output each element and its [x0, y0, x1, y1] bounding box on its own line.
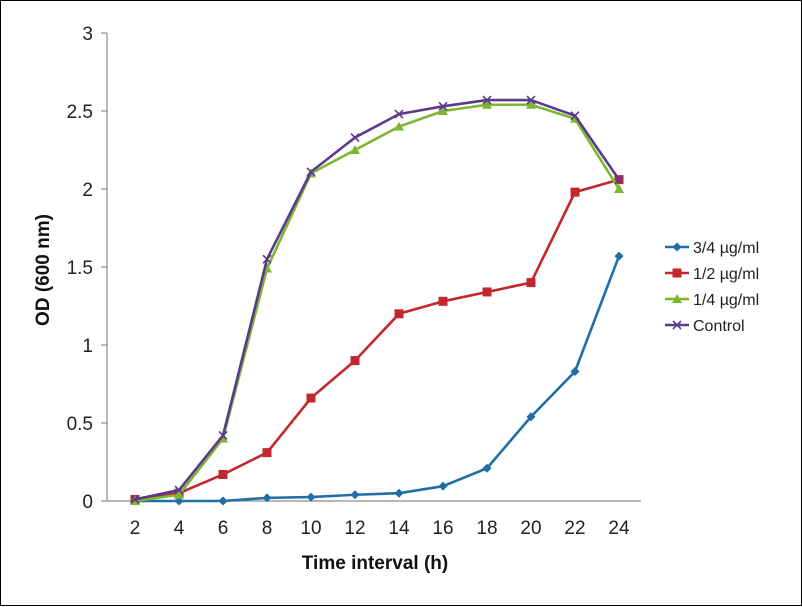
data-point — [306, 167, 316, 177]
series-quarter — [130, 99, 624, 505]
legend-label: 1/4 µg/ml — [693, 292, 759, 309]
x-tick-label: 22 — [564, 518, 585, 539]
legend-label: Control — [693, 318, 745, 335]
series-line — [135, 255, 621, 503]
data-point — [438, 296, 448, 306]
x-tick-label: 16 — [432, 518, 453, 539]
data-point — [438, 481, 448, 491]
y-tick-label: 2.5 — [67, 102, 93, 123]
data-point — [306, 492, 316, 502]
series-three-quarter — [130, 251, 624, 506]
data-point — [350, 145, 360, 154]
data-point — [174, 489, 184, 499]
data-point — [350, 132, 360, 143]
legend-item-control: Control — [665, 318, 745, 335]
data-point — [526, 95, 536, 105]
legend-label: 1/2 µg/ml — [693, 266, 759, 283]
legend-item-three-quarter: 3/4 µg/ml — [665, 240, 759, 257]
legend-swatch-marker — [672, 320, 682, 330]
x-tick-label: 4 — [174, 518, 185, 539]
data-point — [482, 463, 492, 473]
data-point — [570, 187, 580, 197]
data-point — [438, 101, 448, 111]
data-point — [570, 367, 580, 377]
data-point — [570, 111, 580, 121]
x-tick-label: 6 — [218, 518, 229, 539]
data-point — [306, 393, 316, 403]
legend-swatch-marker — [672, 242, 682, 252]
data-point — [350, 356, 360, 366]
x-tick-label: 12 — [344, 518, 365, 539]
x-tick-label: 8 — [262, 518, 273, 539]
x-tick-label: 24 — [608, 518, 630, 539]
y-tick-label: 2 — [82, 180, 93, 201]
series-half — [130, 175, 624, 504]
series-layer — [130, 95, 624, 506]
data-point — [394, 488, 404, 498]
legend-item-quarter: 1/4 µg/ml — [665, 292, 759, 309]
data-point — [350, 490, 360, 500]
x-tick-label: 14 — [388, 518, 410, 539]
y-tick-label: 1.5 — [67, 258, 93, 279]
data-point — [482, 287, 492, 297]
data-point — [218, 430, 228, 441]
data-point — [262, 254, 272, 264]
legend-swatch-marker — [672, 268, 682, 278]
x-tick-label: 2 — [130, 518, 141, 539]
y-tick-label: 1 — [82, 336, 93, 357]
data-point — [614, 251, 624, 261]
legend-label: 3/4 µg/ml — [693, 240, 759, 257]
y-axis-title: OD (600 nm) — [33, 214, 54, 326]
y-tick-label: 0 — [82, 492, 93, 513]
x-tick-label: 10 — [300, 518, 321, 539]
series-line — [134, 98, 621, 501]
data-point — [262, 448, 272, 458]
y-tick-label: 0.5 — [67, 414, 93, 435]
series-line — [134, 103, 621, 503]
x-axis-title: Time interval (h) — [302, 553, 448, 574]
legend: 3/4 µg/ml 1/2 µg/ml 1/4 µg/ml Control — [665, 240, 759, 335]
data-point — [526, 412, 536, 422]
data-point — [614, 175, 624, 185]
data-point — [218, 469, 228, 479]
data-point — [174, 485, 184, 495]
data-point — [526, 278, 536, 288]
x-tick-label: 20 — [520, 518, 541, 539]
series-line — [134, 178, 620, 501]
legend-item-half: 1/2 µg/ml — [665, 266, 759, 283]
data-point — [438, 106, 448, 115]
data-point — [130, 494, 140, 505]
data-point — [218, 496, 228, 506]
data-point — [614, 184, 624, 193]
legend-swatch-marker — [672, 294, 682, 303]
data-point — [394, 109, 404, 119]
data-point — [394, 121, 404, 131]
data-point — [262, 493, 272, 503]
x-tick-label: 18 — [476, 518, 497, 539]
series-control — [130, 95, 624, 505]
data-point — [526, 99, 536, 109]
data-point — [482, 99, 492, 109]
data-point — [394, 309, 404, 319]
axes: 00.511.522.532 4 6 8 10 12 14 16 18 20 22 24 — [67, 24, 641, 539]
data-point — [482, 95, 492, 105]
y-tick-label: 3 — [82, 24, 93, 45]
